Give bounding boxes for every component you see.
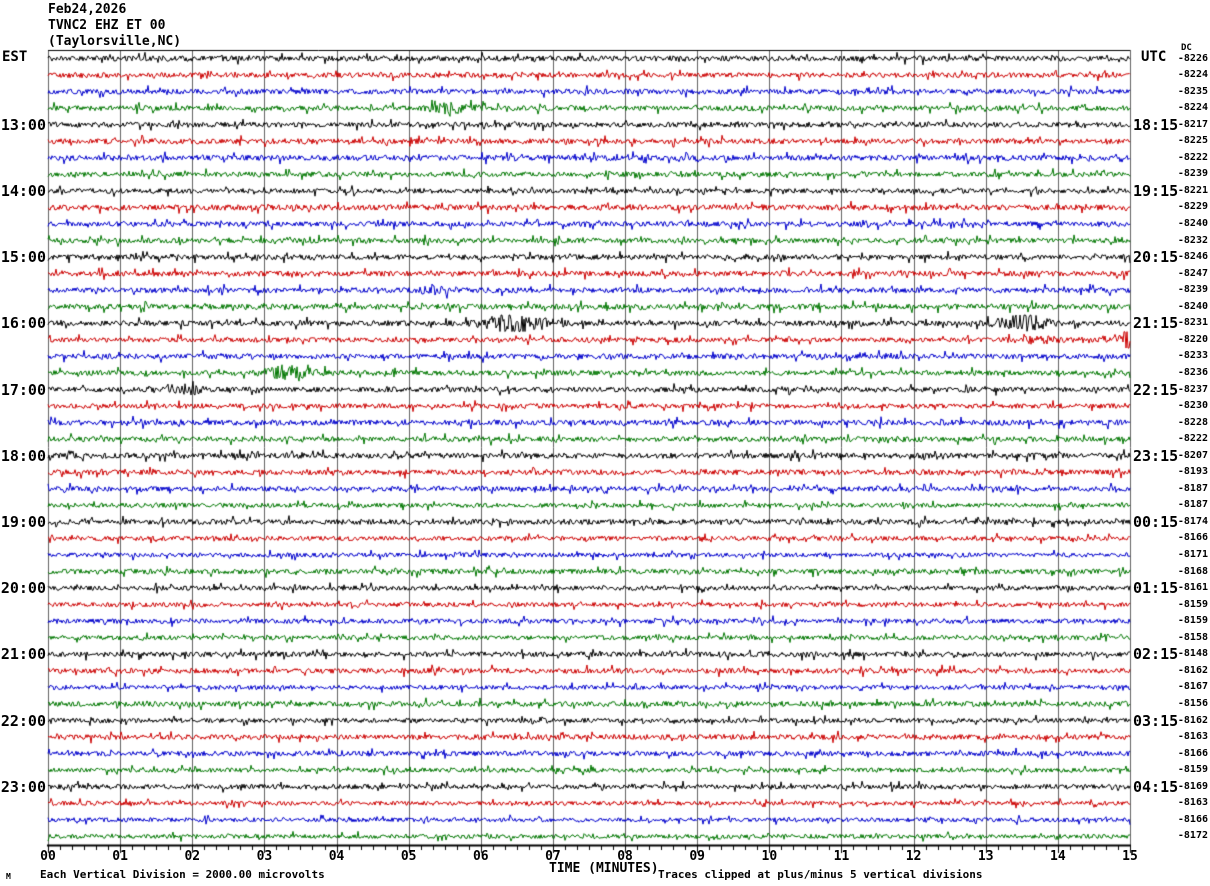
dc-offset-value: -8240 — [1177, 300, 1208, 312]
dc-offset-value: -8168 — [1177, 565, 1208, 577]
x-axis-tick-label: 14 — [1050, 849, 1066, 864]
est-hour-label: 18:00 — [0, 446, 46, 465]
dc-offset-value: -8162 — [1177, 664, 1208, 676]
dc-offset-value: -8163 — [1177, 731, 1208, 743]
dc-offset-value: -8166 — [1177, 813, 1208, 825]
dc-offset-value: -8240 — [1177, 218, 1208, 229]
est-hour-label: 21:00 — [0, 645, 46, 664]
dc-offset-value: -8166 — [1177, 532, 1208, 544]
dc-offset-value: -8246 — [1177, 251, 1208, 263]
dc-offset-value: -8247 — [1177, 267, 1208, 279]
dc-offset-value: -8159 — [1177, 764, 1208, 776]
utc-hour-label: 23:15 — [1133, 446, 1179, 465]
est-hour-label: 13:00 — [0, 115, 46, 134]
dc-offset-value: -8148 — [1177, 648, 1208, 660]
est-hour-label: 23:00 — [0, 777, 46, 796]
x-axis-tick-label: 07 — [545, 849, 561, 864]
dc-offset-value: -8237 — [1177, 383, 1208, 395]
dc-offset-value: -8221 — [1177, 184, 1208, 196]
x-axis-tick-label: 09 — [689, 849, 706, 864]
x-axis-tick-label: 02 — [184, 849, 201, 864]
dc-offset-value: -8171 — [1177, 549, 1208, 560]
dc-offset-value: -8156 — [1177, 697, 1208, 709]
utc-hour-label: 18:15 — [1133, 115, 1179, 134]
est-hour-label: 15:00 — [0, 248, 46, 267]
dc-offset-value: -8225 — [1177, 135, 1208, 147]
watermark-glyph: M — [6, 872, 11, 881]
dc-offset-value: -8222 — [1177, 151, 1208, 163]
left-axis-header: EST — [2, 49, 28, 65]
dc-offset-value: -8228 — [1177, 416, 1208, 428]
dc-offset-value: -8224 — [1177, 102, 1208, 114]
utc-hour-label: 03:15 — [1133, 711, 1179, 730]
dc-offset-value: -8222 — [1177, 433, 1208, 445]
x-axis-tick-label: 11 — [833, 849, 850, 864]
dc-offset-value: -8172 — [1177, 830, 1208, 842]
x-axis-tick-label: 03 — [256, 849, 273, 864]
title-date: Feb24,2026 — [48, 2, 127, 17]
est-hour-label: 17:00 — [0, 380, 46, 399]
dc-offset-value: -8187 — [1177, 499, 1208, 511]
utc-hour-label: 19:15 — [1133, 181, 1179, 200]
x-axis-tick-label: 12 — [905, 849, 922, 864]
x-axis-tick-label: 10 — [761, 849, 778, 864]
dc-offset-value: -8217 — [1177, 118, 1208, 130]
right-axis-header: UTC — [1141, 49, 1167, 65]
dc-offset-value: -8159 — [1177, 615, 1208, 627]
x-axis-tick-label: 01 — [112, 849, 128, 864]
dc-offset-value: -8229 — [1177, 201, 1208, 213]
x-axis-tick-label: 06 — [472, 849, 489, 864]
dc-offset-value: -8224 — [1177, 69, 1208, 81]
dc-offset-value: -8239 — [1177, 284, 1208, 296]
est-hour-label: 20:00 — [0, 579, 46, 598]
utc-hour-label: 21:15 — [1133, 314, 1179, 333]
utc-hour-label: 22:15 — [1133, 380, 1179, 399]
x-axis-title: TIME (MINUTES) — [549, 861, 659, 876]
utc-hour-label: 02:15 — [1133, 645, 1179, 664]
footer-scale-note: Each Vertical Division = 2000.00 microvo… — [40, 868, 325, 881]
utc-hour-label: 01:15 — [1133, 579, 1179, 598]
dc-offset-value: -8159 — [1177, 598, 1208, 610]
x-axis-tick-label: 08 — [617, 849, 633, 864]
dc-offset-value: -8233 — [1177, 350, 1208, 362]
dc-offset-value: -8239 — [1177, 168, 1208, 180]
est-hour-label: 19:00 — [0, 512, 46, 531]
dc-offset-value: -8161 — [1177, 582, 1208, 594]
x-axis-tick-label: 04 — [328, 849, 345, 864]
x-axis-tick-label: 05 — [400, 849, 417, 864]
dc-offset-value: -8187 — [1177, 482, 1208, 494]
utc-hour-label: 00:15 — [1133, 512, 1179, 531]
dc-offset-value: -8232 — [1177, 234, 1208, 246]
plot-title-block: Feb24,2026 TVNC2 EHZ ET 00 (Taylorsville… — [48, 2, 181, 50]
dc-offset-value: -8174 — [1177, 515, 1208, 527]
x-axis-tick-label: 13 — [977, 849, 994, 864]
footer-clip-note: Traces clipped at plus/minus 5 vertical … — [658, 868, 983, 881]
utc-hour-label: 20:15 — [1133, 248, 1179, 267]
dc-offset-value: -8231 — [1177, 317, 1208, 329]
dc-offset-value: -8236 — [1177, 366, 1208, 378]
dc-offset-value: -8162 — [1177, 714, 1208, 726]
dc-offset-value: -8235 — [1177, 85, 1208, 97]
title-location: (Taylorsville,NC) — [48, 34, 182, 49]
utc-hour-label: 04:15 — [1133, 777, 1179, 796]
dc-offset-value: -8226 — [1177, 52, 1208, 64]
dc-offset-value: -8207 — [1177, 449, 1208, 461]
dc-offset-value: -8193 — [1177, 466, 1208, 478]
dc-offset-value: -8230 — [1177, 400, 1208, 412]
dc-offset-value: -8166 — [1177, 747, 1208, 759]
dc-offset-value: -8158 — [1177, 631, 1208, 643]
title-station: TVNC2 EHZ ET 00 — [48, 18, 166, 33]
est-hour-label: 22:00 — [0, 711, 46, 730]
x-axis-tick-label: 00 — [40, 849, 56, 864]
est-hour-label: 14:00 — [0, 181, 46, 200]
est-hour-label: 16:00 — [0, 314, 46, 333]
dc-offset-value: -8169 — [1177, 780, 1208, 792]
x-axis-tick-label: 15 — [1122, 849, 1138, 864]
dc-offset-value: -8220 — [1177, 333, 1208, 345]
dc-column-header: DC — [1181, 43, 1192, 53]
dc-offset-value: -8163 — [1177, 797, 1208, 809]
dc-offset-value: -8167 — [1177, 681, 1208, 693]
